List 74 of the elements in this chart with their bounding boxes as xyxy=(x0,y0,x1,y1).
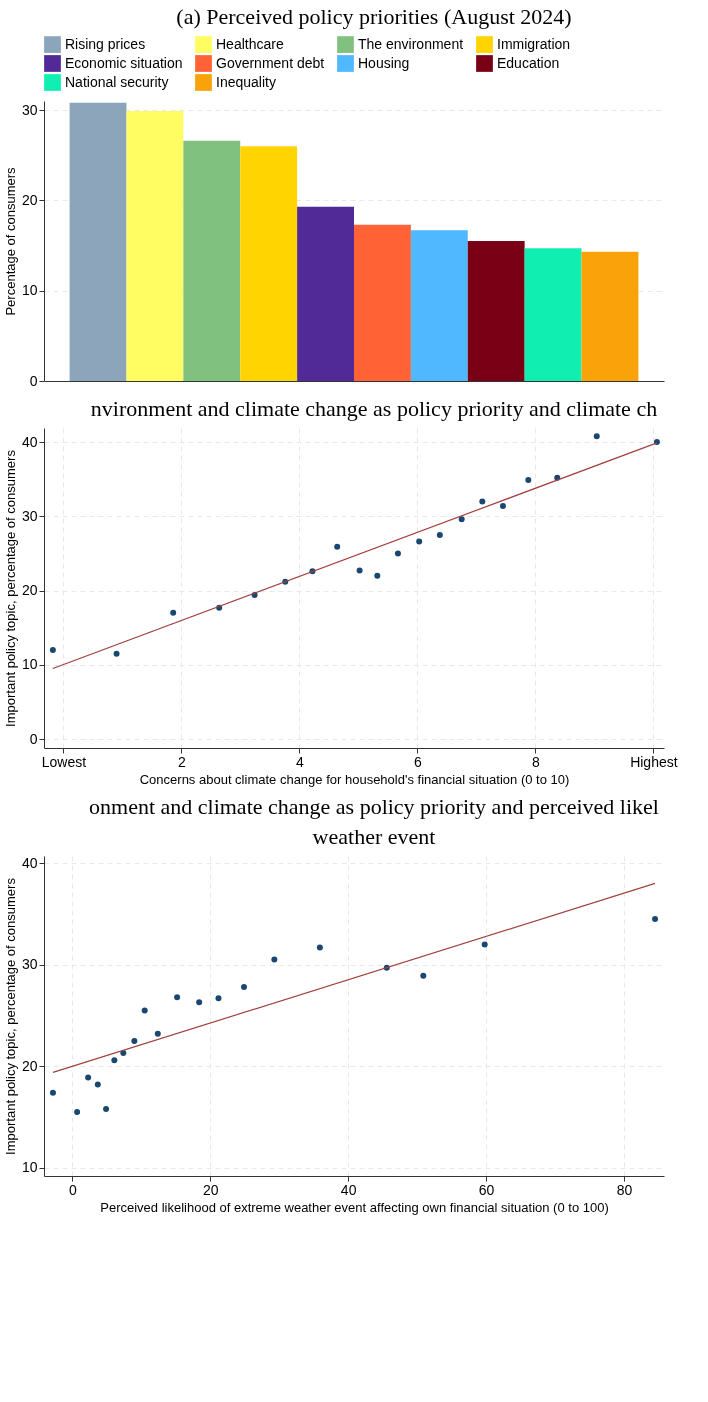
x-tick-label: 4 xyxy=(296,753,305,770)
x-tick-label: Lowest xyxy=(41,753,87,770)
point xyxy=(170,609,177,616)
point xyxy=(499,502,506,509)
x-tick-label: 80 xyxy=(616,1181,633,1198)
point xyxy=(316,944,323,951)
point xyxy=(479,498,486,505)
chart-title: (a) Perceived policy priorities (August 2024) xyxy=(175,4,573,30)
point xyxy=(85,1074,92,1081)
legend-label: National security xyxy=(65,73,169,90)
x-tick-label: 60 xyxy=(478,1181,495,1198)
point xyxy=(49,647,56,653)
y-tick-label: 40 xyxy=(21,854,38,871)
legend-label: Rising prices xyxy=(65,35,146,52)
point xyxy=(74,1109,81,1115)
y-tick-label: 10 xyxy=(21,656,38,673)
point xyxy=(141,1007,148,1014)
point xyxy=(113,650,120,657)
y-tick-label: 30 xyxy=(21,507,38,524)
point xyxy=(525,476,532,483)
point xyxy=(416,538,423,545)
chart-title: onment and climate change as policy priority and perceived likel weather event xyxy=(88,794,660,850)
point xyxy=(215,995,222,1002)
y-tick-label: 20 xyxy=(21,582,38,599)
x-tick-label: 8 xyxy=(532,753,540,770)
y-tick-label: 20 xyxy=(21,191,38,208)
x-tick-label: 0 xyxy=(68,1181,77,1198)
x-axis-title: Concerns about climate change for household's financial situation (0 to 10) xyxy=(139,771,570,787)
x-tick-label: 20 xyxy=(202,1181,219,1198)
y-tick-label: 40 xyxy=(21,433,38,450)
x-tick-label: 2 xyxy=(178,753,187,770)
point xyxy=(94,1081,101,1088)
legend-label: Government debt xyxy=(216,54,325,71)
point xyxy=(154,1030,161,1037)
point xyxy=(334,543,341,550)
y-tick-label: 30 xyxy=(21,956,38,973)
y-tick-label: 0 xyxy=(29,372,38,389)
legend-label: Housing xyxy=(358,54,410,71)
y-axis-title: Percentage of consumers xyxy=(2,166,18,316)
x-tick-label: Highest xyxy=(630,753,678,770)
point xyxy=(196,999,203,1006)
y-axis-title: Important policy topic, percentage of consumers xyxy=(2,877,18,1155)
point xyxy=(111,1057,118,1064)
point xyxy=(374,572,381,579)
y-tick-label: 30 xyxy=(21,101,38,118)
point xyxy=(241,984,247,991)
y-axis-title: Important policy topic, percentage of consumers xyxy=(2,449,18,727)
point xyxy=(593,433,600,440)
chart-title: nvironment and climate change as policy priority and climate ch xyxy=(89,396,659,422)
legend-label: Inequality xyxy=(216,73,276,90)
x-tick-label: 6 xyxy=(414,753,423,770)
point xyxy=(356,567,363,574)
point xyxy=(458,516,465,523)
point xyxy=(436,531,443,538)
legend-label: Healthcare xyxy=(216,35,284,52)
point xyxy=(174,994,181,1001)
point xyxy=(652,915,659,922)
point xyxy=(394,550,401,557)
point xyxy=(420,972,427,979)
y-tick-label: 10 xyxy=(21,1159,38,1176)
point xyxy=(271,956,278,963)
point xyxy=(131,1037,138,1044)
y-tick-label: 20 xyxy=(21,1057,38,1074)
point xyxy=(481,941,488,948)
legend-label: The environment xyxy=(358,35,464,52)
point xyxy=(103,1105,110,1112)
y-tick-label: 10 xyxy=(21,282,38,299)
legend-label: Economic situation xyxy=(65,54,183,71)
y-tick-label: 0 xyxy=(29,730,38,747)
legend-label: Immigration xyxy=(497,35,571,52)
x-tick-label: 40 xyxy=(340,1181,357,1198)
legend-label: Education xyxy=(497,54,560,71)
x-axis-title: Perceived likelihood of extreme weather event affecting own financial situation (0 to 100) xyxy=(100,1199,609,1215)
point xyxy=(49,1089,56,1096)
